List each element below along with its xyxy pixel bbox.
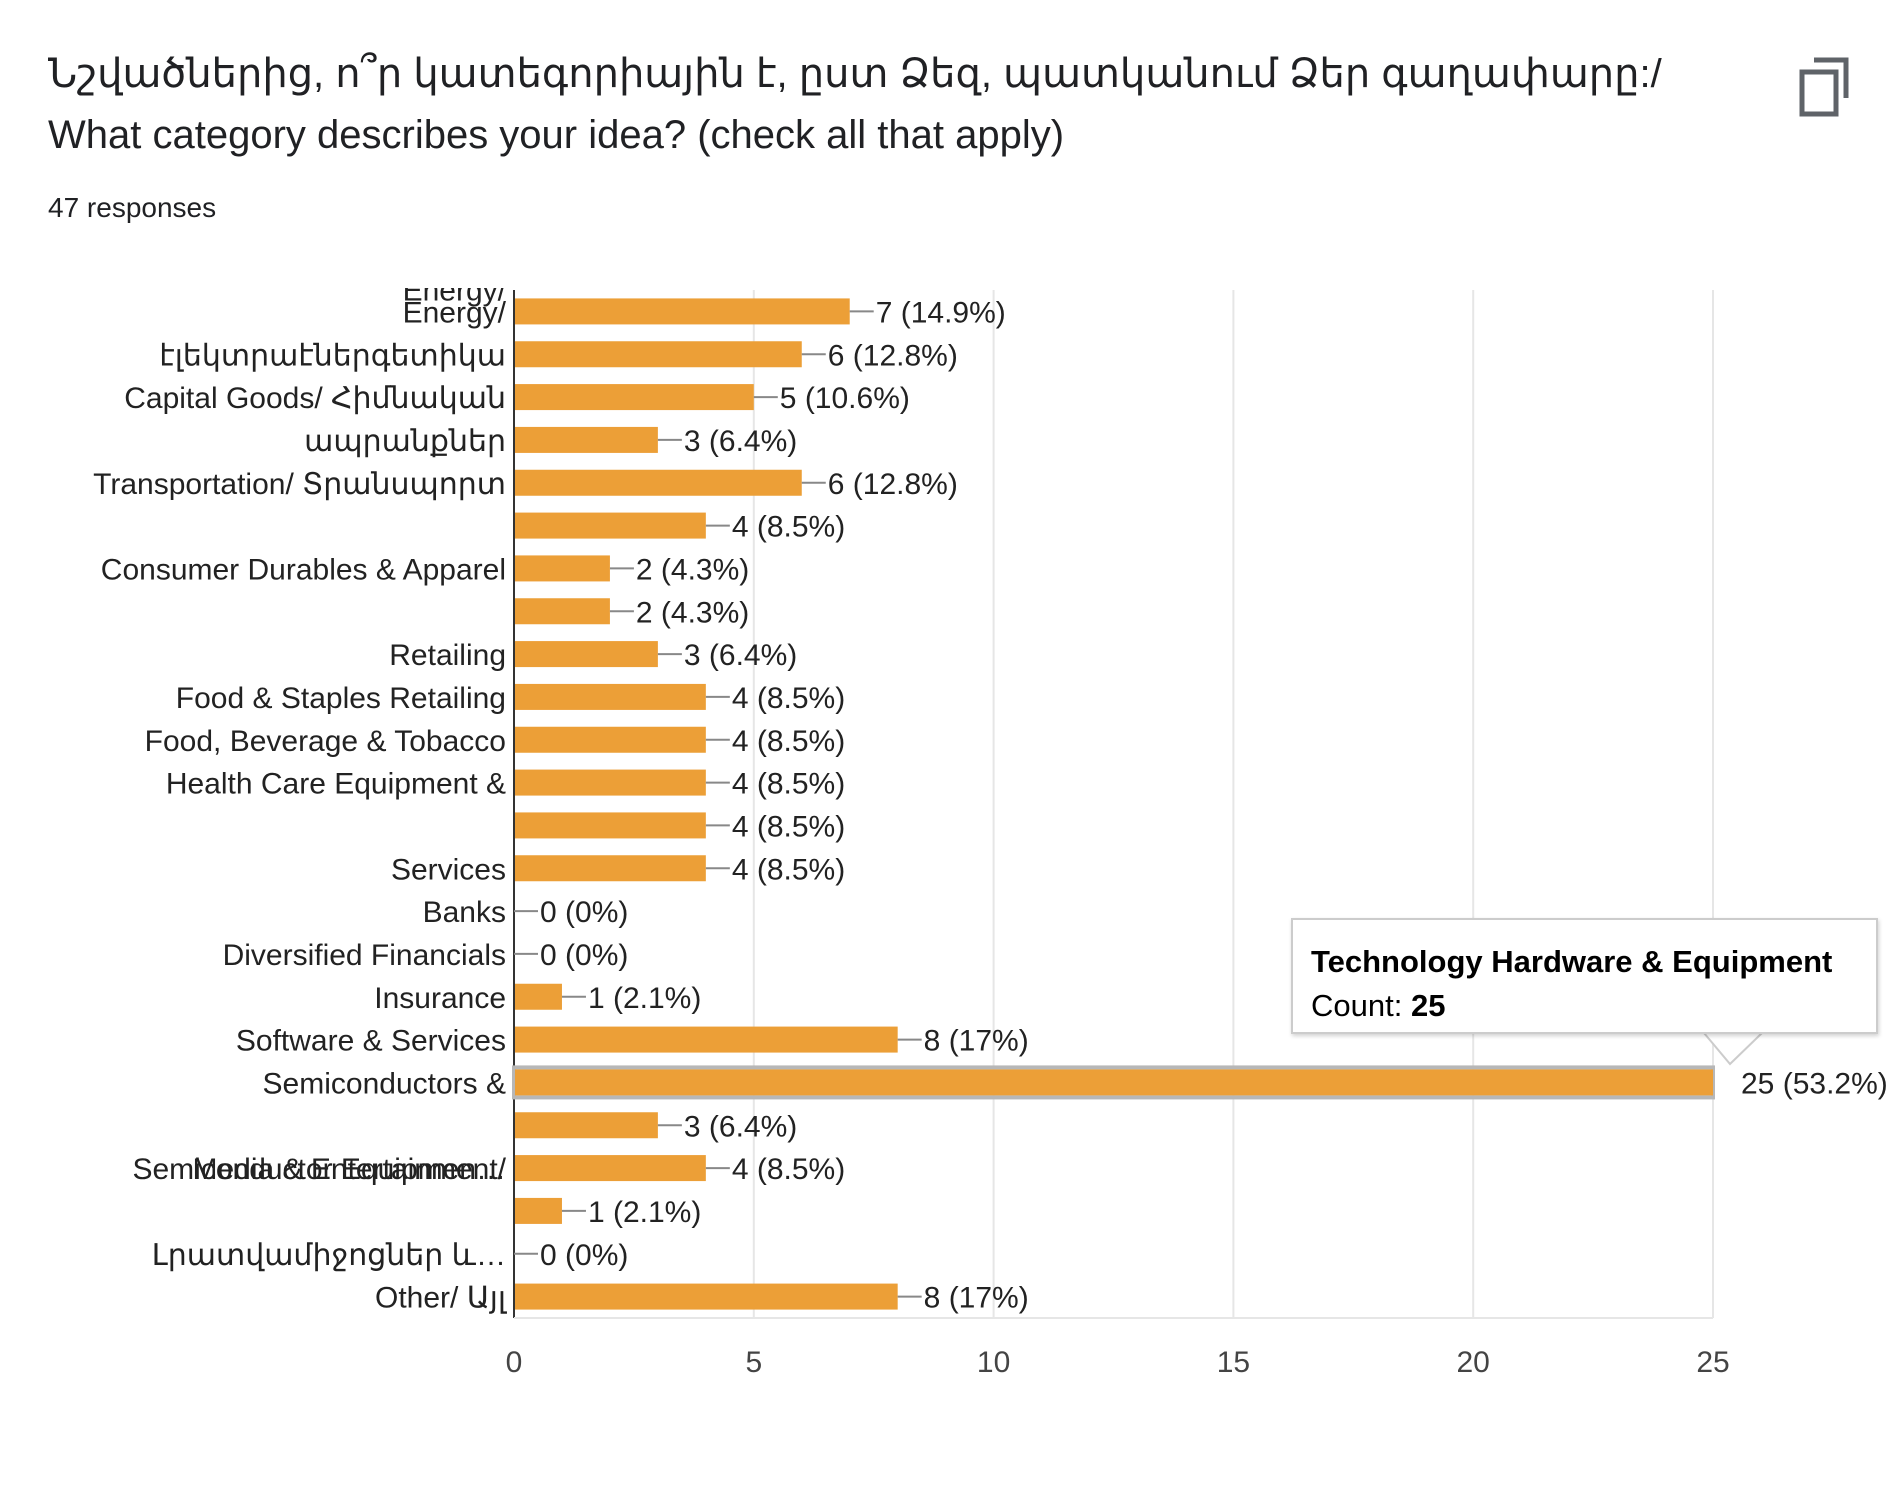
question-title: Նշվածներից, ո՞ր կատեգորիային է, ըստ Ձեզ,… xyxy=(48,52,1662,157)
x-tick-label: 5 xyxy=(745,1346,762,1379)
copy-chart-button[interactable] xyxy=(1796,54,1860,126)
category-label: Food & Staples Retailing xyxy=(176,682,506,715)
copy-icon xyxy=(1799,57,1849,117)
data-label: 8 (17%) xyxy=(924,1282,1029,1315)
bar xyxy=(515,1283,898,1310)
bar xyxy=(515,1197,562,1224)
bar xyxy=(515,641,658,668)
bar xyxy=(515,384,754,411)
bar xyxy=(515,598,610,625)
bar xyxy=(515,298,850,325)
bar xyxy=(515,1026,898,1053)
data-label: 4 (8.5%) xyxy=(732,768,845,801)
data-label: 1 (2.1%) xyxy=(588,982,701,1015)
category-label: Energy/ xyxy=(403,274,507,307)
category-label: էլեկտրաէներգետիկա xyxy=(159,339,506,372)
data-label: 3 (6.4%) xyxy=(684,639,797,672)
bar xyxy=(515,341,802,368)
data-label: 0 (0%) xyxy=(540,1239,628,1272)
bar xyxy=(515,769,706,796)
category-label: Media & Entertainment/ xyxy=(193,1153,507,1186)
data-label: 8 (17%) xyxy=(924,1025,1029,1058)
bar xyxy=(515,812,706,839)
plot-top-clip xyxy=(0,250,512,286)
category-label: Services xyxy=(391,853,506,886)
category-label: Semiconductor Equipmen… xyxy=(132,1153,506,1186)
tooltip-count: Count: 25 xyxy=(1311,988,1446,1023)
category-label: Health Care Equipment & xyxy=(166,768,506,801)
bar xyxy=(515,683,706,710)
category-label: Software & Services xyxy=(236,1025,506,1058)
tooltip-title: Technology Hardware & Equipment xyxy=(1311,944,1833,979)
category-label: Semiconductors & xyxy=(263,1067,506,1100)
category-label: Լրատվամիջոցներ և… xyxy=(152,1239,506,1272)
category-label: Food, Beverage & Tobacco xyxy=(145,725,506,758)
data-label: 6 (12.8%) xyxy=(828,339,958,372)
x-tick-label: 25 xyxy=(1696,1346,1729,1379)
data-label: 1 (2.1%) xyxy=(588,1196,701,1229)
category-label: Consumer Durables & Apparel xyxy=(101,553,506,586)
category-label: Transportation/ Տրանսպորտ xyxy=(93,468,506,501)
bar xyxy=(515,1112,658,1139)
bar xyxy=(515,855,706,882)
data-label: 4 (8.5%) xyxy=(732,810,845,843)
category-label: ապրանքներ xyxy=(304,425,506,458)
x-tick-label: 0 xyxy=(506,1346,523,1379)
bar xyxy=(515,726,706,753)
data-label: 7 (14.9%) xyxy=(876,296,1006,329)
bar xyxy=(515,512,706,539)
x-tick-label: 15 xyxy=(1217,1346,1250,1379)
bar xyxy=(515,1155,706,1182)
data-label: 5 (10.6%) xyxy=(780,382,910,415)
data-label: 0 (0%) xyxy=(540,896,628,929)
category-label: Diversified Financials xyxy=(223,939,506,972)
bar xyxy=(515,426,658,453)
category-label: Other/ Այլ xyxy=(375,1282,508,1315)
category-label: Banks xyxy=(423,896,506,929)
data-label: 4 (8.5%) xyxy=(732,682,845,715)
bar xyxy=(515,469,802,496)
data-label: 4 (8.5%) xyxy=(732,511,845,544)
x-tick-label: 10 xyxy=(977,1346,1010,1379)
data-label: 4 (8.5%) xyxy=(732,853,845,886)
category-label: Energy/ xyxy=(403,296,507,329)
data-label: 6 (12.8%) xyxy=(828,468,958,501)
response-count: 47 responses xyxy=(48,192,217,223)
bar xyxy=(515,1069,1713,1096)
data-label: 4 (8.5%) xyxy=(732,1153,845,1186)
data-label: 4 (8.5%) xyxy=(732,725,845,758)
data-label: 3 (6.4%) xyxy=(684,425,797,458)
category-label: Insurance xyxy=(374,982,506,1015)
data-label: 0 (0%) xyxy=(540,939,628,972)
data-label: 2 (4.3%) xyxy=(636,553,749,586)
category-label: Capital Goods/ Հիմնական xyxy=(124,382,506,415)
data-label: 2 (4.3%) xyxy=(636,596,749,629)
x-tick-label: 20 xyxy=(1457,1346,1490,1379)
category-label: Retailing xyxy=(389,639,506,672)
bar xyxy=(515,555,610,582)
data-label: 25 (53.2%) xyxy=(1741,1067,1888,1100)
data-label: 3 (6.4%) xyxy=(684,1110,797,1143)
chart-tooltip: Technology Hardware & Equipment Count: 2… xyxy=(1291,918,1878,1034)
bar xyxy=(515,983,562,1010)
